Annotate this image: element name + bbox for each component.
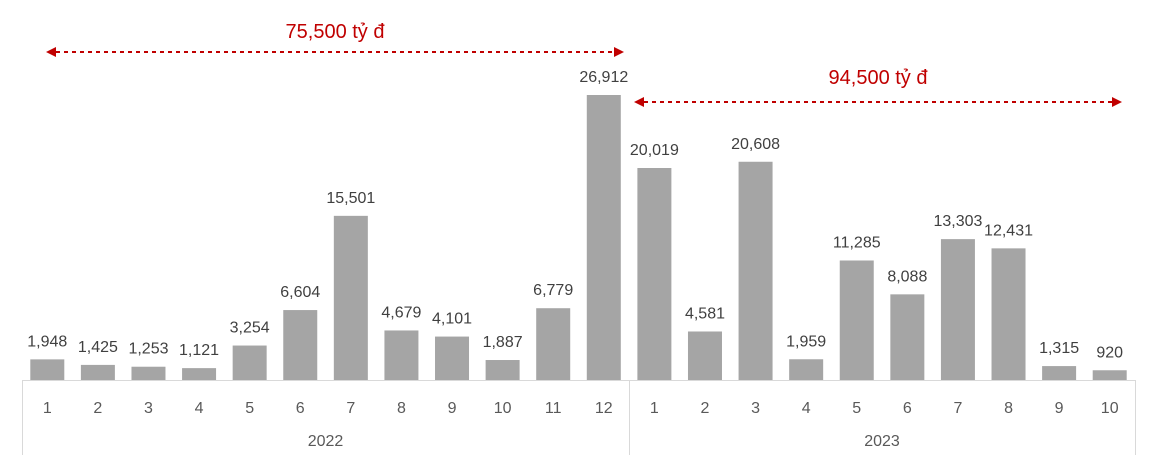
- x-tick-label: 1: [43, 400, 52, 417]
- data-label: 1,948: [27, 333, 67, 350]
- x-tick-label: 3: [751, 400, 760, 417]
- x-tick-label: 11: [545, 400, 562, 417]
- bar: [789, 359, 824, 380]
- x-tick-label: 2: [93, 400, 102, 417]
- bar: [940, 239, 975, 380]
- data-label: 13,303: [933, 213, 982, 230]
- bar: [80, 364, 115, 380]
- data-label: 20,019: [630, 142, 679, 159]
- x-tick-label: 9: [1055, 400, 1064, 417]
- bar: [232, 345, 267, 380]
- data-label: 4,581: [685, 305, 725, 322]
- annotations: 75,500 tỷ đ 94,500 tỷ đ: [46, 21, 1122, 107]
- year-label: 2022: [308, 433, 344, 450]
- x-tick-label: 5: [852, 400, 861, 417]
- data-label: 920: [1096, 344, 1123, 361]
- data-label: 8,088: [887, 268, 927, 285]
- bar: [131, 366, 166, 380]
- bar: [283, 310, 318, 380]
- bar: [333, 215, 368, 380]
- data-label: 1,425: [78, 339, 118, 356]
- x-tick-label: 2: [701, 400, 710, 417]
- data-label: 26,912: [579, 69, 628, 86]
- x-tick-label: 12: [595, 400, 613, 417]
- range-label: 94,500 tỷ đ: [829, 67, 929, 89]
- year-group-labels: 2022 2023: [308, 433, 900, 450]
- axes: [22, 380, 1136, 455]
- bar: [182, 368, 217, 380]
- data-label: 11,285: [833, 234, 881, 251]
- range-label: 75,500 tỷ đ: [286, 21, 386, 43]
- bar: [536, 308, 571, 380]
- bar: [1042, 366, 1077, 380]
- x-tick-label: 8: [1004, 400, 1013, 417]
- data-label: 1,315: [1039, 340, 1079, 357]
- x-tick-label: 1: [650, 400, 659, 417]
- data-label: 20,608: [731, 136, 780, 153]
- bar: [637, 167, 672, 380]
- data-label: 4,101: [432, 311, 472, 328]
- data-label: 6,604: [280, 284, 320, 301]
- x-tick-label: 4: [802, 400, 811, 417]
- x-tick-label: 5: [245, 400, 254, 417]
- x-tick-label: 6: [903, 400, 912, 417]
- x-tick-labels: 1 2 3 4 5 6 7 8 9 10 11 12 1 2 3 4 5 6 7 8 9 10: [43, 400, 1119, 417]
- data-label: 1,121: [179, 342, 219, 359]
- year-label: 2023: [864, 433, 900, 450]
- data-label: 1,959: [786, 333, 826, 350]
- bar: [384, 330, 419, 380]
- x-tick-label: 8: [397, 400, 406, 417]
- bar: [435, 336, 470, 380]
- x-tick-label: 9: [448, 400, 457, 417]
- x-tick-label: 7: [953, 400, 962, 417]
- bar: [586, 95, 621, 380]
- x-tick-label: 10: [494, 400, 512, 417]
- bar: [687, 331, 722, 380]
- x-tick-label: 4: [195, 400, 204, 417]
- bar: [991, 248, 1026, 380]
- data-label: 4,679: [381, 304, 421, 321]
- data-label: 12,431: [984, 222, 1033, 239]
- value-labels: 1,948 1,425 1,253 1,121 3,254 6,604 15,501 4,67…: [27, 69, 1123, 361]
- x-tick-label: 10: [1101, 400, 1119, 417]
- bars: [30, 95, 1127, 380]
- data-label: 1,887: [483, 334, 523, 351]
- bar: [1092, 370, 1127, 380]
- data-label: 6,779: [533, 282, 573, 299]
- bar: [485, 360, 520, 380]
- x-tick-label: 6: [296, 400, 305, 417]
- data-label: 3,254: [230, 320, 270, 337]
- bar: [30, 359, 65, 380]
- bar: [839, 260, 874, 380]
- data-label: 15,501: [326, 190, 375, 207]
- x-tick-label: 7: [346, 400, 355, 417]
- x-tick-label: 3: [144, 400, 153, 417]
- bar: [890, 294, 925, 380]
- data-label: 1,253: [128, 341, 168, 358]
- bar: [738, 161, 773, 380]
